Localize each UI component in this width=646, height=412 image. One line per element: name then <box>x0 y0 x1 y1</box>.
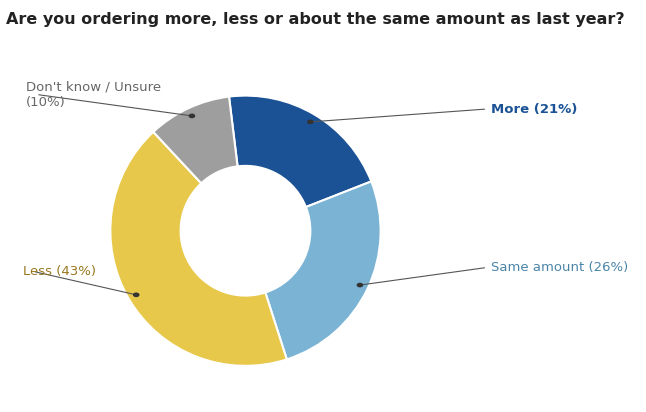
Wedge shape <box>266 181 380 359</box>
Text: Less (43%): Less (43%) <box>23 265 96 279</box>
Text: More (21%): More (21%) <box>491 103 578 116</box>
Text: Are you ordering more, less or about the same amount as last year?: Are you ordering more, less or about the… <box>6 12 625 27</box>
Wedge shape <box>153 96 238 183</box>
Wedge shape <box>110 132 287 366</box>
Text: Same amount (26%): Same amount (26%) <box>491 261 628 274</box>
Wedge shape <box>229 96 371 207</box>
Text: Don't know / Unsure
(10%): Don't know / Unsure (10%) <box>26 81 161 109</box>
